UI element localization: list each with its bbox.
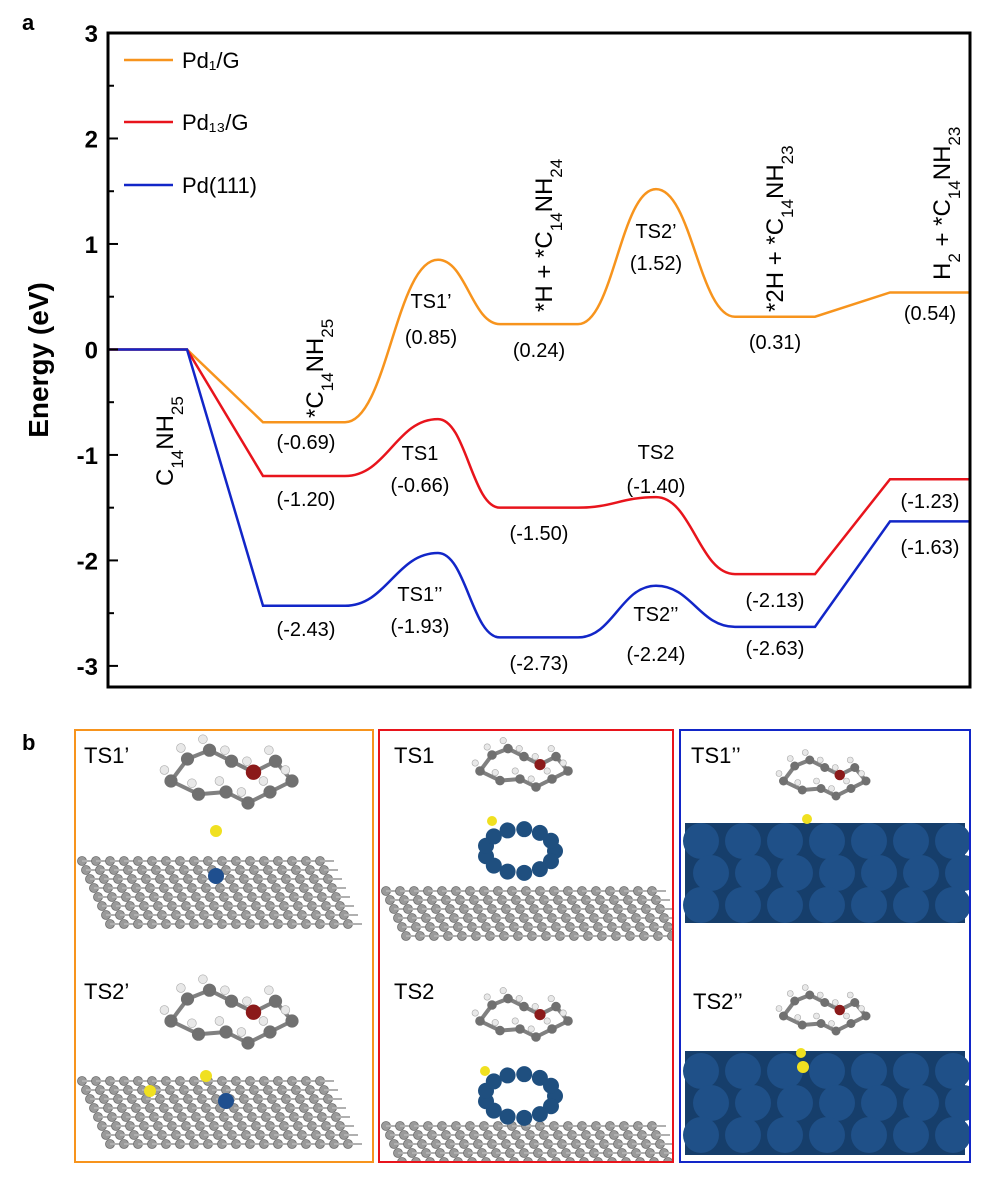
series-line-2 bbox=[108, 348, 970, 639]
pd111-structures-box: TS1’’ TS2’’ bbox=[679, 729, 971, 1163]
energy-data-label: (-2.24) bbox=[627, 644, 686, 666]
legend-entry: Pd(111) bbox=[182, 173, 257, 198]
energy-profile-chart: a -3 -2 -1 0 1 2 3 (-0.69) (0.85) TS1’ (0.24) (1.5… bbox=[22, 10, 972, 689]
y-tick-label: -1 bbox=[77, 443, 98, 470]
energy-data-label: (-0.66) bbox=[391, 475, 450, 497]
y-tick-label: 0 bbox=[85, 337, 98, 364]
legend-entry: Pd₁/G bbox=[182, 48, 240, 73]
species-label: H2 + *C14NH23 bbox=[929, 127, 964, 280]
y-tick-label: 1 bbox=[85, 232, 98, 259]
panel-a-letter: a bbox=[22, 10, 35, 35]
ts1-title: TS1 bbox=[394, 743, 435, 768]
series-line-0 bbox=[108, 187, 970, 424]
energy-data-label: (0.54) bbox=[904, 303, 956, 325]
ts2-title: TS2 bbox=[394, 979, 435, 1004]
transition-state-label: TS1 bbox=[402, 443, 439, 465]
species-label: C14NH25 bbox=[152, 396, 187, 486]
pd1g-molecule-graphic bbox=[77, 734, 362, 1149]
energy-data-label: (0.24) bbox=[513, 340, 565, 362]
energy-data-label: (-2.73) bbox=[510, 653, 569, 675]
ts2-prime-title: TS2’ bbox=[84, 979, 130, 1004]
legend-entry: Pd₁₃/G bbox=[182, 110, 249, 135]
transition-state-label: TS1’’ bbox=[397, 584, 442, 606]
energy-data-label: (-2.13) bbox=[746, 590, 805, 612]
energy-data-label: (-1.63) bbox=[901, 537, 960, 559]
y-tick-label: -3 bbox=[77, 654, 98, 681]
y-tick-label: -2 bbox=[77, 548, 98, 575]
energy-data-label: (-1.50) bbox=[510, 523, 569, 545]
transition-state-label: TS2 bbox=[638, 442, 675, 464]
energy-data-label: (1.52) bbox=[630, 253, 682, 275]
ts1-prime-title: TS1’ bbox=[84, 743, 130, 768]
energy-data-label: (-1.20) bbox=[277, 489, 336, 511]
ts1-double-prime-title: TS1’’ bbox=[691, 743, 741, 768]
y-tick-label: 2 bbox=[85, 126, 98, 153]
energy-data-label: (-1.93) bbox=[391, 616, 450, 638]
pd13g-molecule-graphic bbox=[381, 737, 672, 1161]
transition-state-label: TS1’ bbox=[410, 291, 451, 313]
energy-data-label: (-1.40) bbox=[627, 476, 686, 498]
energy-data-label: (-0.69) bbox=[277, 432, 336, 454]
y-axis-label: Energy (eV) bbox=[23, 282, 54, 438]
species-label: *C14NH25 bbox=[302, 319, 337, 418]
pd1g-structures-box: TS1’ TS2’ bbox=[74, 729, 374, 1163]
species-label: *2H + *C14NH23 bbox=[762, 145, 797, 312]
energy-data-label: (-1.23) bbox=[901, 491, 960, 513]
energy-data-label: (-2.43) bbox=[277, 619, 336, 641]
species-label: *H + *C14NH24 bbox=[531, 159, 566, 312]
y-tick-label: 3 bbox=[85, 21, 98, 48]
pd111-molecule-graphic bbox=[683, 749, 969, 1155]
panel-b-letter: b bbox=[22, 730, 36, 755]
plot-frame bbox=[106, 31, 972, 689]
energy-data-label: (0.31) bbox=[749, 332, 801, 354]
transition-state-label: TS2’ bbox=[635, 221, 676, 243]
energy-data-label: (-2.63) bbox=[746, 638, 805, 660]
pd13g-structures-box: TS1 TS2 bbox=[378, 729, 674, 1163]
ts2-double-prime-title: TS2’’ bbox=[693, 989, 743, 1014]
series-line-1 bbox=[108, 348, 970, 576]
transition-state-label: TS2’’ bbox=[633, 604, 678, 626]
energy-data-label: (0.85) bbox=[405, 327, 457, 349]
